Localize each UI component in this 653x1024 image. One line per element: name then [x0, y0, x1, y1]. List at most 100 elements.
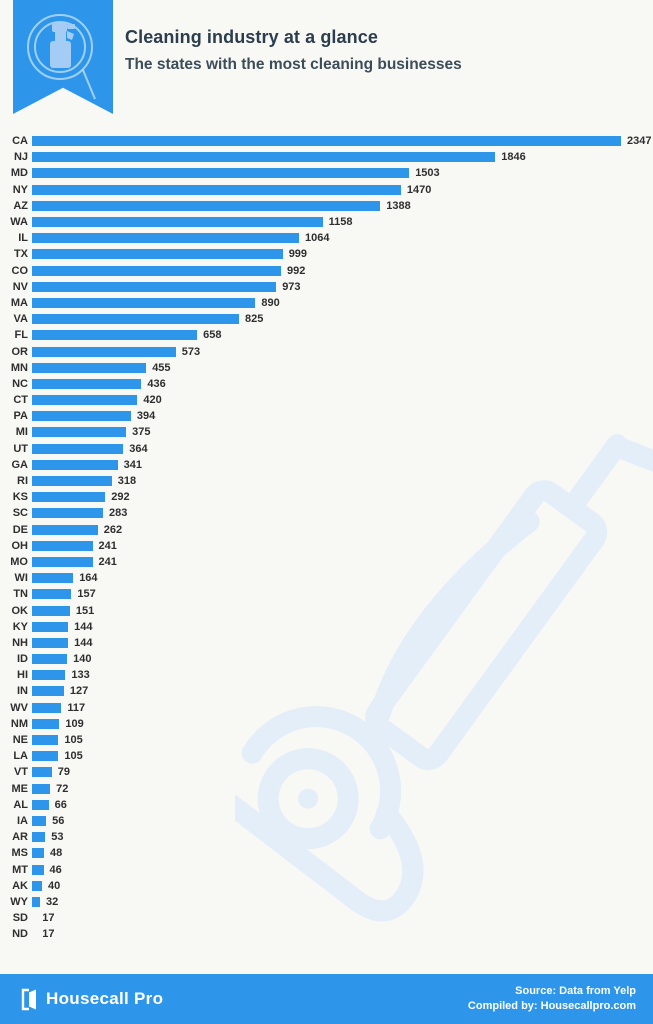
state-bar: [32, 815, 47, 826]
state-label: OR: [11, 345, 29, 358]
chart-row: ND 17: [4, 926, 653, 942]
chart-row: VT 79: [4, 764, 653, 780]
state-bar: [32, 524, 98, 535]
state-bar: [32, 508, 103, 519]
state-label: AR: [12, 831, 28, 844]
state-bar: [32, 346, 176, 357]
chart-row: ME 72: [4, 781, 653, 797]
chart-row: AK 40: [4, 878, 653, 894]
value-label: 394: [136, 410, 156, 423]
state-bar: [32, 200, 381, 211]
chart-row: CT 420: [4, 392, 653, 408]
state-label: MN: [10, 361, 28, 374]
value-label: 241: [98, 539, 117, 552]
state-label: ND: [12, 928, 28, 941]
state-bar: [32, 686, 64, 697]
state-bar: [32, 589, 72, 600]
value-label: 1064: [305, 232, 330, 245]
state-label: DE: [12, 523, 28, 536]
state-bar: [32, 281, 277, 292]
chart-row: MT 46: [4, 861, 653, 877]
state-bar: [32, 735, 59, 746]
state-bar: [32, 459, 118, 470]
chart-row: IL 1064: [4, 230, 653, 246]
chart-row: NE 105: [4, 732, 653, 748]
value-label: 2347: [627, 135, 652, 148]
state-label: WV: [10, 701, 28, 714]
value-label: 825: [245, 313, 264, 326]
state-bar: [32, 751, 59, 762]
chart-row: NM 109: [4, 716, 653, 732]
state-label: NM: [10, 717, 28, 730]
state-label: IA: [17, 814, 28, 827]
chart-row: AR 53: [4, 829, 653, 845]
value-label: 262: [103, 523, 123, 536]
bar-chart: CA 2347 NJ 1846 MD 1503 NY 1470 AZ 1388 WA 1158 IL 10…: [4, 133, 653, 942]
chart-row: WA 1158: [4, 214, 653, 230]
value-label: 109: [65, 717, 84, 730]
state-label: CA: [12, 135, 28, 148]
state-label: RI: [17, 475, 28, 488]
value-label: 144: [74, 620, 93, 633]
chart-row: MD 1503: [4, 165, 653, 181]
state-label: CO: [11, 264, 29, 277]
state-bar: [32, 265, 281, 276]
value-label: 53: [51, 831, 64, 844]
header-titles: Cleaning industry at a glance The states…: [125, 27, 462, 74]
state-bar: [32, 168, 410, 179]
value-label: 318: [117, 475, 137, 488]
value-label: 1846: [501, 151, 526, 164]
state-label: MO: [10, 555, 28, 568]
chart-row: ID 140: [4, 651, 653, 667]
state-bar: [32, 184, 401, 195]
state-bar: [32, 427, 127, 438]
chart-row: MA 890: [4, 295, 653, 311]
value-label: 1158: [328, 216, 353, 229]
value-label: 105: [64, 734, 83, 747]
state-label: AZ: [13, 199, 28, 212]
value-label: 56: [52, 814, 65, 827]
value-label: 364: [129, 442, 148, 455]
state-label: MS: [11, 847, 29, 860]
page-subtitle: The states with the most cleaning busine…: [125, 56, 462, 73]
chart-row: KY 144: [4, 619, 653, 635]
state-label: ID: [17, 653, 28, 666]
state-label: IL: [18, 232, 28, 245]
state-label: KS: [12, 491, 28, 504]
value-label: 72: [56, 782, 69, 795]
chart-row: IN 127: [4, 683, 653, 699]
chart-row: LA 105: [4, 748, 653, 764]
brand-name: Housecall Pro: [46, 989, 164, 1008]
state-bar: [32, 330, 198, 341]
state-label: WY: [10, 895, 28, 908]
value-label: 292: [111, 491, 130, 504]
value-label: 48: [50, 847, 63, 860]
value-label: 17: [42, 928, 55, 941]
state-bar: [32, 896, 40, 907]
state-label: VT: [13, 766, 28, 779]
state-bar: [32, 621, 69, 632]
chart-row: AZ 1388: [4, 198, 653, 214]
chart-row: HI 133: [4, 667, 653, 683]
value-label: 992: [287, 264, 306, 277]
state-bar: [32, 492, 106, 503]
state-label: GA: [11, 458, 29, 471]
chart-row: UT 364: [4, 441, 653, 457]
chart-row: GA 341: [4, 457, 653, 473]
value-label: 40: [48, 879, 61, 892]
state-label: NH: [12, 636, 28, 649]
value-label: 241: [98, 555, 117, 568]
state-label: MT: [12, 863, 28, 876]
value-label: 573: [181, 345, 201, 358]
header-ribbon-badge: [13, 0, 113, 114]
chart-row: MS 48: [4, 845, 653, 861]
chart-row: NC 436: [4, 376, 653, 392]
state-bar: [32, 362, 147, 373]
value-label: 46: [49, 863, 62, 876]
state-bar: [32, 378, 142, 389]
chart-row: NY 1470: [4, 182, 653, 198]
state-bar: [32, 783, 51, 794]
state-label: OH: [11, 539, 29, 552]
state-label: NV: [12, 280, 28, 293]
value-label: 66: [54, 798, 67, 811]
